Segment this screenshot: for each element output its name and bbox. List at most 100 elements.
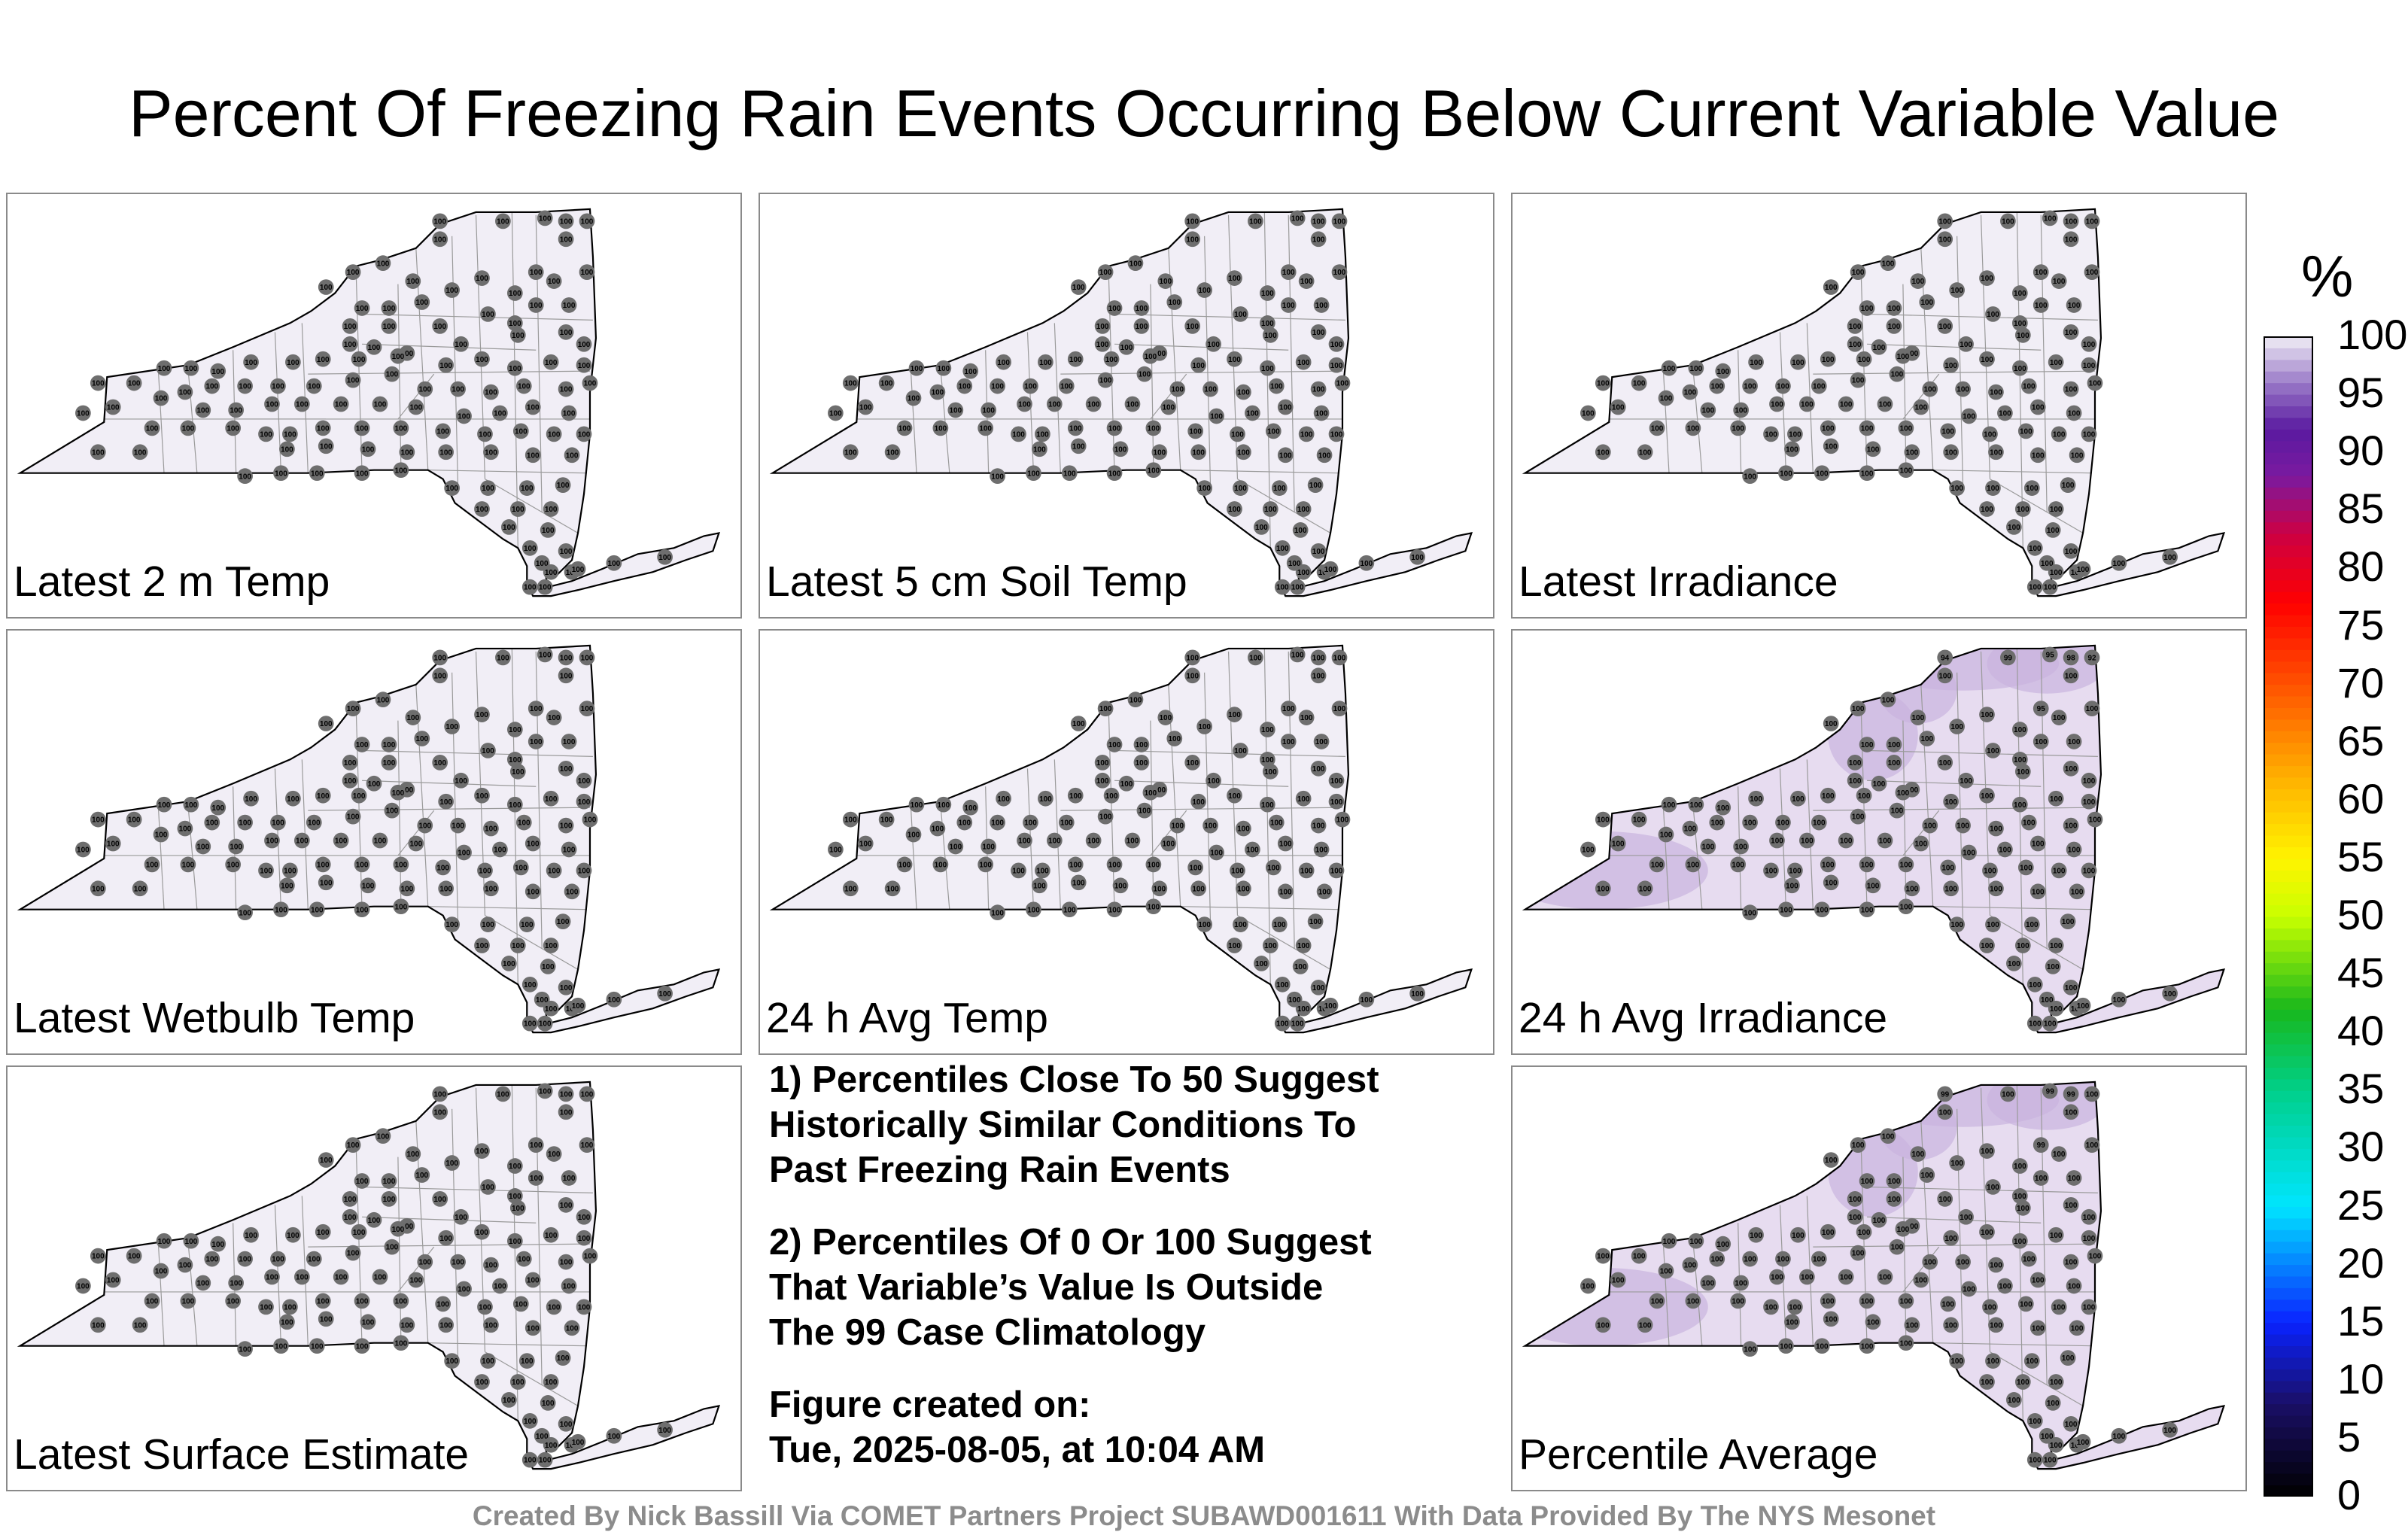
station-dot: [1850, 264, 1866, 280]
station-marker: 100: [558, 1086, 574, 1102]
colorbar-segment: [2264, 1461, 2313, 1474]
station-value: 100: [1228, 356, 1241, 364]
station-value: 100: [2083, 430, 2096, 439]
station-marker: 100: [579, 1137, 595, 1153]
colorbar-segment: [2264, 858, 2313, 871]
station-value: 100: [1279, 840, 1292, 849]
station-marker: 100: [537, 646, 553, 663]
station-marker: 100: [2111, 555, 2127, 571]
station-marker: 100: [2029, 883, 2046, 900]
station-marker: 100: [1610, 399, 1626, 415]
station-value: 100: [383, 1196, 396, 1204]
colorbar-tick-label: 100: [2337, 311, 2408, 358]
colorbar-tick-label: 15: [2337, 1296, 2385, 1345]
station-marker: 100: [453, 336, 469, 352]
station-value: 100: [2029, 1020, 2042, 1029]
station-dot: [1280, 297, 1297, 313]
station-value: 100: [211, 804, 224, 813]
station-marker: 100: [884, 880, 901, 897]
station-value: 100: [1938, 217, 1951, 226]
station-value: 100: [527, 451, 540, 460]
station-value: 100: [560, 1202, 573, 1210]
station-marker: 100: [1580, 405, 1596, 421]
station-value: 100: [1861, 1342, 1874, 1351]
station-marker: 100: [1778, 901, 1794, 918]
county-boundary: [427, 906, 588, 910]
colorbar-segment: [2264, 847, 2313, 859]
station-marker: 100: [1187, 859, 1204, 876]
station-marker: 100: [537, 1451, 553, 1468]
panel-label: 24 h Avg Irradiance: [1519, 994, 1888, 1042]
station-value: 100: [1309, 918, 1322, 926]
station-marker: 100: [2051, 273, 2067, 289]
station-value: 100: [374, 837, 387, 846]
station-dot: [258, 426, 274, 442]
station-marker: 100: [528, 264, 544, 280]
station-dot: [1310, 231, 1327, 248]
station-marker: 100: [546, 1299, 562, 1315]
station-marker: 100: [1814, 465, 1830, 482]
station-marker: 100: [1880, 1128, 1896, 1144]
station-marker: 100: [1919, 1167, 1935, 1183]
station-marker: 100: [1184, 231, 1201, 248]
station-marker: 95: [2042, 646, 2058, 663]
station-value: 100: [2068, 1175, 2081, 1183]
station-marker: 100: [1106, 465, 1123, 482]
station-marker: 100: [1850, 1137, 1866, 1153]
station-marker: 100: [1904, 444, 1920, 460]
station-marker: 100: [345, 372, 361, 388]
station-dot: [309, 901, 325, 918]
station-dot: [1733, 838, 1750, 855]
station-marker: 100: [2060, 913, 2076, 929]
station-marker: 100: [1124, 832, 1141, 849]
station-value: 100: [281, 882, 293, 890]
station-dot: [1955, 1254, 1971, 1270]
station-value: 100: [964, 804, 977, 813]
station-marker: 100: [2162, 549, 2178, 565]
station-dot: [1649, 856, 1665, 873]
station-dot: [2063, 1086, 2079, 1102]
station-dot: [1157, 273, 1174, 289]
station-marker: 100: [935, 360, 952, 376]
station-value: 100: [2029, 981, 2042, 989]
station-marker: 100: [828, 841, 844, 858]
station-dot: [1820, 787, 1836, 804]
station-dot: [1700, 838, 1716, 855]
station-dot: [1595, 375, 1611, 391]
station-marker: 100: [1859, 1293, 1875, 1309]
station-dot: [1133, 737, 1150, 752]
station-marker: 100: [1898, 856, 1914, 873]
station-marker: 100: [90, 880, 106, 897]
station-dot: [1295, 790, 1312, 807]
station-marker: 100: [183, 796, 199, 813]
station-marker: 100: [1985, 916, 2001, 932]
station-value: 100: [1276, 584, 1289, 592]
station-value: 100: [1891, 1244, 1904, 1252]
station-marker: 100: [1798, 1269, 1815, 1285]
station-value: 100: [536, 560, 549, 568]
station-dot: [2087, 375, 2103, 391]
station-dot: [1277, 835, 1294, 852]
station-dot: [570, 1433, 586, 1450]
station-value: 100: [539, 1020, 552, 1029]
station-marker: 100: [1742, 378, 1758, 394]
station-value: 100: [1126, 401, 1139, 409]
station-value: 100: [1027, 470, 1040, 478]
station-value: 100: [344, 1214, 357, 1222]
station-value: 100: [509, 756, 521, 764]
station-marker: 100: [1985, 306, 2001, 322]
station-marker: 100: [1865, 1314, 1881, 1330]
station-value: 100: [518, 1256, 531, 1264]
station-marker: 100: [1133, 755, 1150, 771]
station-marker: 100: [1913, 399, 1929, 415]
station-marker: 100: [1943, 1230, 1960, 1246]
station-dot: [372, 396, 388, 412]
station-value: 100: [1276, 1020, 1289, 1029]
station-dot: [1790, 790, 1806, 807]
station-value: 100: [1069, 356, 1082, 364]
station-marker: 100: [354, 1293, 370, 1309]
station-value: 100: [1987, 747, 1999, 755]
station-dot: [354, 300, 370, 316]
station-value: 100: [2008, 960, 2020, 968]
station-dot: [2026, 579, 2043, 595]
